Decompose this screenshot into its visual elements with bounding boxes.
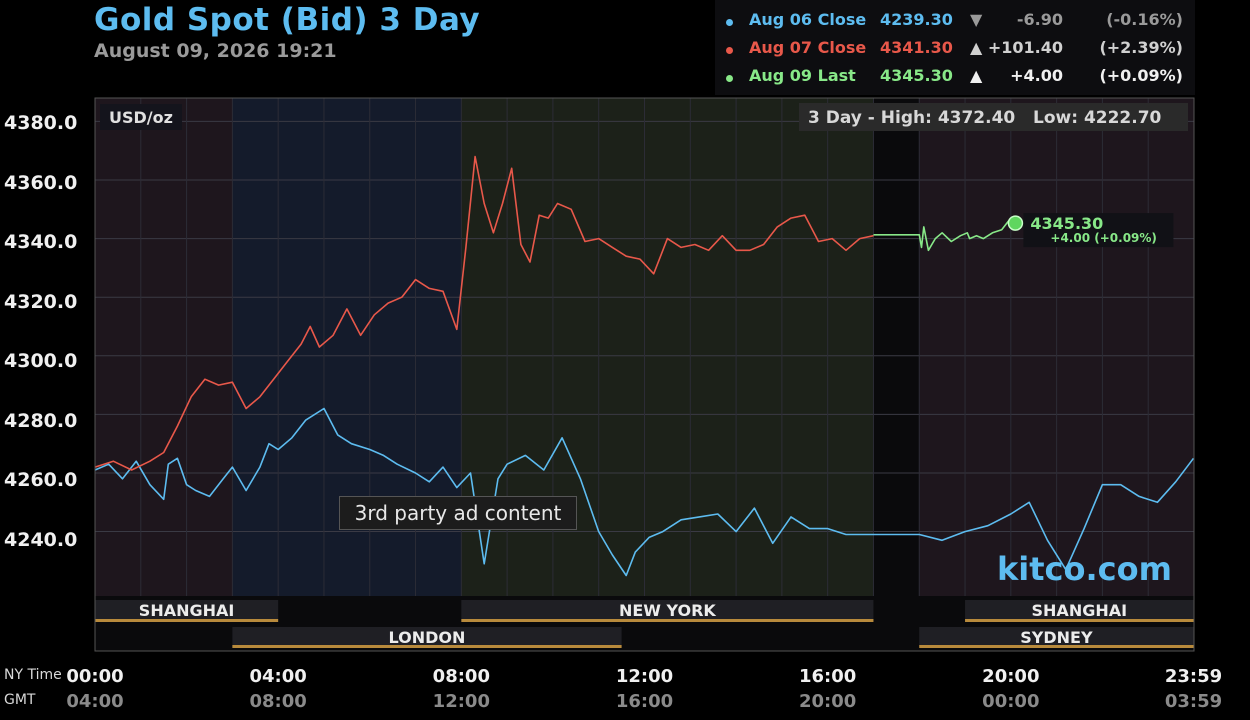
ny-time-label: NY Time — [4, 667, 62, 683]
ny-tick-label: 23:59 — [1164, 666, 1223, 687]
y-tick-label: 4340.0 — [4, 231, 78, 253]
y-tick-label: 4240.0 — [4, 529, 78, 551]
chart-title: Gold Spot (Bid) 3 Day — [94, 2, 481, 38]
gmt-tick-label: 20:00 — [799, 691, 857, 712]
y-tick-label: 4260.0 — [4, 469, 78, 491]
legend-label: Aug 09 Last — [749, 66, 856, 85]
last-change-label: +4.00 (+0.09%) — [1050, 231, 1157, 245]
session-bar — [919, 645, 1194, 648]
session-label-bg — [965, 600, 1194, 620]
y-tick-label: 4380.0 — [4, 112, 78, 134]
session-band — [95, 98, 233, 596]
gmt-tick-label: 04:00 — [66, 691, 124, 712]
session-label: SHANGHAI — [1032, 601, 1128, 620]
session-label: NEW YORK — [619, 601, 716, 620]
y-tick-label: 4280.0 — [4, 410, 78, 432]
session-label-bg — [95, 600, 279, 620]
last-price-dot — [1007, 215, 1024, 231]
up-arrow-icon: ▲ — [970, 38, 983, 57]
legend-pct: (+0.09%) — [1099, 66, 1183, 85]
legend-dot-aug06 — [726, 19, 733, 26]
hilo-bg — [799, 103, 1188, 131]
session-label: SHANGHAI — [139, 601, 235, 620]
legend-change: -6.90 — [1016, 10, 1063, 29]
last-price-bg — [1023, 213, 1174, 248]
kitco-watermark: kitco.com — [997, 550, 1172, 588]
down-arrow-icon: ▼ — [970, 10, 983, 29]
session-label-bg — [919, 627, 1194, 647]
session-label: LONDON — [389, 628, 466, 647]
session-band — [873, 98, 920, 596]
legend-dot-aug07 — [726, 47, 733, 54]
session-label-bg — [232, 627, 622, 647]
hilo-label: 3 Day - High: 4372.40 Low: 4222.70 — [808, 108, 1162, 128]
session-bar — [232, 645, 622, 648]
ny-tick-label: 20:00 — [982, 666, 1040, 687]
legend-pct: (-0.16%) — [1106, 10, 1183, 29]
gmt-tick-label: 12:00 — [432, 691, 490, 712]
unit-label-bg — [100, 104, 182, 130]
ad-placeholder[interactable]: 3rd party ad content — [339, 496, 577, 530]
unit-label: USD/oz — [109, 108, 173, 127]
gmt-tick-label: 03:59 — [1164, 691, 1223, 712]
legend-value: 4345.30 — [880, 66, 953, 85]
series-line-aug-09 — [873, 220, 1016, 252]
ny-tick-label: 04:00 — [249, 666, 307, 687]
legend-change: +4.00 — [1010, 66, 1063, 85]
legend-change: +101.40 — [987, 38, 1063, 57]
y-tick-label: 4320.0 — [4, 291, 78, 313]
gmt-tick-label: 08:00 — [249, 691, 307, 712]
ny-tick-label: 00:00 — [66, 666, 124, 687]
legend-label: Aug 06 Close — [749, 10, 867, 29]
legend-row-aug06: Aug 06 Close 4239.30 ▼ -6.90 (-0.16%) — [715, 10, 1195, 36]
up-arrow-icon: ▲ — [970, 66, 983, 85]
ny-tick-label: 08:00 — [432, 666, 490, 687]
gmt-tick-label: 00:00 — [982, 691, 1040, 712]
ny-tick-label: 16:00 — [799, 666, 857, 687]
chart-datetime: August 09, 2026 19:21 — [94, 40, 337, 62]
gmt-label: GMT — [4, 692, 36, 708]
legend-label: Aug 07 Close — [749, 38, 867, 57]
legend-dot-aug09 — [726, 75, 733, 82]
ny-tick-label: 12:00 — [615, 666, 674, 687]
session-label: SYDNEY — [1020, 628, 1093, 647]
legend-pct: (+2.39%) — [1099, 38, 1183, 57]
plot-frame — [94, 97, 1195, 652]
legend-value: 4341.30 — [880, 38, 953, 57]
y-tick-label: 4360.0 — [4, 172, 78, 194]
legend-row-aug07: Aug 07 Close 4341.30 ▲ +101.40 (+2.39%) — [715, 38, 1195, 64]
session-bar — [965, 619, 1194, 622]
series-line-aug-06 — [94, 407, 1195, 577]
legend-panel: Aug 06 Close 4239.30 ▼ -6.90 (-0.16%) Au… — [715, 0, 1195, 95]
legend-value: 4239.30 — [880, 10, 953, 29]
session-bar — [95, 619, 279, 622]
last-price-label: 4345.30 — [1030, 214, 1103, 233]
y-tick-label: 4300.0 — [4, 350, 78, 372]
session-bar — [461, 619, 874, 622]
series-line-aug-07 — [94, 155, 874, 471]
gmt-tick-label: 16:00 — [615, 691, 674, 712]
session-label-bg — [461, 600, 874, 620]
legend-row-aug09: Aug 09 Last 4345.30 ▲ +4.00 (+0.09%) — [715, 66, 1195, 92]
